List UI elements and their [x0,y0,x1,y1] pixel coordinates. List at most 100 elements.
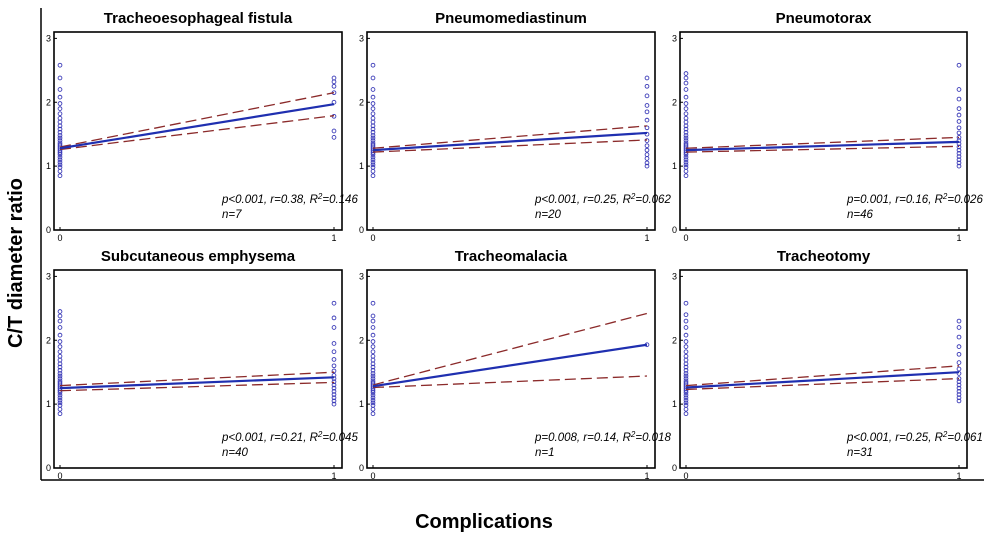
y-tick-label: 0 [672,463,677,473]
data-point [331,376,337,381]
stats-superscript: 2 [317,430,323,439]
data-point [683,140,689,146]
data-point [683,71,689,76]
data-point [370,135,376,141]
data-point [331,363,337,369]
data-point [956,351,962,357]
ci-upper-line [372,125,648,149]
data-point [956,144,962,150]
data-point [956,325,962,330]
data-point [683,94,689,100]
data-point [370,367,376,373]
panel-title: Tracheoesophageal fistula [104,10,293,27]
data-point [370,406,376,412]
data-point [331,395,337,401]
y-tick-label: 3 [46,271,51,281]
data-point [683,162,689,168]
data-point [57,87,63,92]
data-point [370,397,376,403]
data-point [57,353,63,359]
y-tick-label: 1 [46,161,51,171]
data-point [644,103,650,108]
data-point [57,380,63,386]
figure-ylabel: C/T diameter ratio [5,178,27,348]
data-point [370,395,376,401]
data-point [956,366,962,372]
stats-line-2: n=7 [222,209,242,221]
data-point [331,341,337,346]
data-point [370,300,376,306]
data-point [644,156,650,161]
data-point [644,152,650,157]
data-point [370,87,376,92]
data-point [956,344,962,349]
data-point [57,62,63,68]
data-point [370,378,376,384]
data-point [370,371,376,376]
data-point [370,154,376,160]
data-point [956,379,962,385]
data-point [57,157,63,163]
data-point [370,339,376,344]
data-point [683,378,689,384]
data-point [57,378,63,384]
x-tick-label: 0 [370,471,375,481]
data-point [683,159,689,165]
stats-line-2: n=40 [222,447,249,459]
data-point [370,162,376,168]
stats-superscript: 2 [942,430,948,439]
data-point [644,160,650,166]
data-point [683,135,689,141]
data-point [370,142,376,148]
data-point [370,313,376,319]
data-point [370,392,376,398]
data-point [956,130,962,136]
stats-suffix: =0.061 [947,432,983,444]
data-point [370,411,376,417]
panel-1: Tracheoesophageal fistula 0 1 2 3 0 1 p<0.001, … [46,10,358,243]
data-point [331,128,337,134]
ci-upper-line [372,312,648,386]
data-point [956,96,962,102]
data-point [370,318,376,324]
stats-suffix: =0.018 [635,432,671,444]
data-point [683,357,689,363]
stats-superscript: 2 [630,430,636,439]
y-tick-label: 0 [359,463,364,473]
y-tick-label: 2 [672,97,677,107]
data-point [956,334,962,340]
ci-upper-line [59,92,335,148]
data-point [57,75,63,81]
data-point [57,367,63,373]
data-point [370,157,376,163]
stats-line-1: p<0.001, r=0.21, R2=0.045 [221,430,358,444]
panel-frame [53,31,343,231]
data-point [57,371,63,376]
data-point [57,129,63,135]
data-point [683,392,689,398]
stats-line-1: p=0.008, r=0.14, R2=0.018 [534,430,671,444]
data-point [956,382,962,388]
regression-line [59,376,335,390]
data-point [683,119,689,125]
data-point [956,392,962,397]
data-point [644,131,650,137]
stats-line-1: p=0.001, r=0.16, R2=0.026 [846,192,983,206]
ci-lower-line [685,377,960,391]
data-point [370,357,376,363]
stats-line-2: n=20 [535,209,562,221]
data-point [683,173,689,179]
data-point [331,349,337,355]
data-point [644,75,650,81]
data-point [57,395,63,401]
regression-line [59,103,335,150]
data-point [331,83,337,89]
data-point [683,138,689,143]
data-point [370,373,376,379]
data-point [331,401,337,407]
panel-frame [366,269,656,469]
y-tick-label: 3 [46,33,51,43]
data-point [57,101,63,106]
data-point [683,168,689,174]
